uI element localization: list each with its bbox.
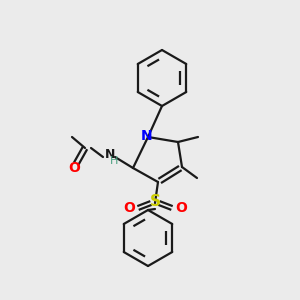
Text: S: S (149, 194, 161, 209)
Text: N: N (141, 129, 153, 143)
Text: O: O (68, 161, 80, 175)
Text: O: O (175, 201, 187, 215)
Text: H: H (110, 156, 118, 166)
Text: N: N (105, 148, 115, 161)
Text: O: O (123, 201, 135, 215)
